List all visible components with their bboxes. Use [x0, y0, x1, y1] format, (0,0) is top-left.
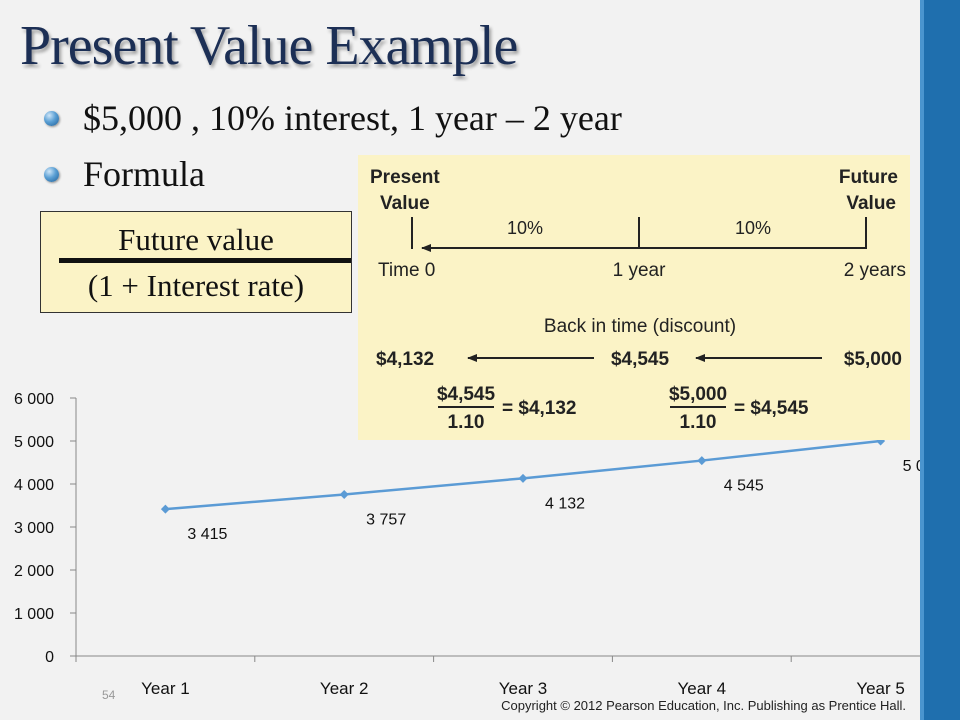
formula-box: Future value (1 + Interest rate)	[40, 211, 352, 313]
x-tick-label: Year 4	[678, 679, 727, 698]
discount-timeline-figure: Present Value Future Value 10% 10% Time …	[358, 155, 910, 440]
chart-series	[160, 436, 886, 514]
time-label-0: Time 0	[378, 260, 435, 281]
future-label-line2: Value	[846, 193, 896, 214]
data-label: 4 132	[545, 495, 585, 512]
calc2-numerator: $5,000	[669, 384, 727, 405]
data-label: 3 415	[187, 526, 227, 543]
bullet-formula: Formula	[44, 154, 205, 194]
sidebar-band	[920, 0, 960, 720]
calc1-denominator: 1.10	[448, 412, 485, 433]
copyright-notice: Copyright © 2012 Pearson Education, Inc.…	[501, 698, 906, 713]
x-tick-label: Year 3	[499, 679, 548, 698]
formula-numerator: Future value	[118, 222, 274, 257]
calc2-result: = $4,545	[734, 398, 809, 419]
y-tick-label: 1 000	[14, 606, 54, 623]
data-label: 5 000	[903, 458, 920, 475]
y-tick-label: 6 000	[14, 391, 54, 408]
time-label-2: 2 years	[844, 260, 906, 281]
data-point	[697, 456, 707, 466]
x-tick-label: Year 1	[141, 679, 190, 698]
y-tick-label: 3 000	[14, 520, 54, 537]
bullet-formula-text: Formula	[83, 154, 205, 194]
bullet-dot-icon	[44, 110, 59, 126]
data-label: 3 757	[366, 511, 406, 528]
calc1-numerator: $4,545	[437, 384, 496, 405]
discount-caption: Back in time (discount)	[544, 316, 736, 337]
y-tick-label: 5 000	[14, 434, 54, 451]
line-chart: 0 1 000 2 000 3 000 4 000 5 000 6 000 Year 1 Yea…	[14, 391, 920, 698]
sidebar-strip	[920, 0, 924, 720]
amount-year2: $5,000	[844, 349, 902, 370]
rate-label-1: 10%	[507, 218, 543, 238]
data-point	[160, 504, 170, 514]
y-tick-label: 2 000	[14, 563, 54, 580]
data-point	[518, 473, 528, 483]
y-tick-label: 0	[45, 649, 54, 666]
chart-axes: 0 1 000 2 000 3 000 4 000 5 000 6 000 Year 1 Yea…	[14, 391, 920, 698]
calc1-result: = $4,132	[502, 398, 577, 419]
present-label-line2: Value	[380, 193, 430, 214]
bullet-interest: $5,000 , 10% interest, 1 year – 2 year	[44, 98, 622, 138]
bullet-interest-text: $5,000 , 10% interest, 1 year – 2 year	[83, 98, 622, 138]
data-label: 4 545	[724, 478, 764, 495]
fraction-bar	[59, 258, 351, 263]
formula-denominator: (1 + Interest rate)	[87, 268, 305, 303]
data-point	[339, 489, 349, 499]
time-label-1: 1 year	[613, 260, 666, 281]
present-label-line1: Present	[370, 167, 440, 188]
timeline-svg: Present Value Future Value 10% 10% Time …	[370, 167, 906, 433]
y-tick-label: 4 000	[14, 477, 54, 494]
rate-label-2: 10%	[735, 218, 771, 238]
amount-time0: $4,132	[376, 349, 434, 370]
future-label-line1: Future	[839, 167, 898, 188]
x-tick-label: Year 5	[856, 679, 905, 698]
slide-number: 54	[102, 688, 116, 702]
bullet-dot-icon	[44, 166, 59, 182]
chart-labels: 3 415 3 757 4 132 4 545 5 000	[187, 458, 920, 543]
slide-title: Present Value Example	[20, 15, 518, 77]
calc2-denominator: 1.10	[680, 412, 717, 433]
amount-year1: $4,545	[611, 349, 670, 370]
x-tick-label: Year 2	[320, 679, 369, 698]
